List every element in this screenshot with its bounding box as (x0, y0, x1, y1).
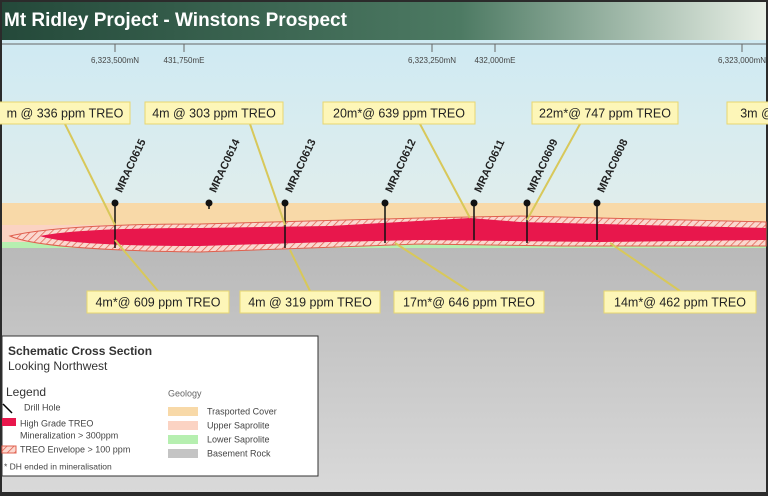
callout-label: 4m @ 319 ppm TREO (248, 295, 372, 309)
geology-label: Basement Rock (207, 448, 271, 458)
callout-label: m @ 336 ppm TREO (7, 106, 124, 120)
collar (281, 199, 289, 207)
coord-label: 6,323,250mN (408, 56, 456, 65)
coord-label: 432,000mE (475, 56, 516, 65)
coord-label: 6,323,000mN (718, 56, 766, 65)
callout-box (322, 101, 476, 125)
leader-line (609, 242, 681, 292)
legend-item: Mineralization > 300ppm (20, 430, 118, 440)
geology-label: Trasported Cover (207, 406, 277, 416)
legend-heading: Legend (6, 385, 46, 399)
callout-label: 17m*@ 646 ppm TREO (403, 295, 535, 309)
collar (111, 199, 119, 207)
callout-box (603, 290, 757, 314)
geology-swatch (168, 435, 198, 444)
geology-swatch (168, 407, 198, 416)
high-grade-swatch (2, 418, 16, 426)
legend-box (1, 335, 319, 477)
callout-box (726, 101, 768, 125)
collar (470, 199, 478, 207)
callout-label: 4m*@ 609 ppm TREO (95, 295, 220, 309)
legend-item: High Grade TREO (20, 418, 93, 428)
legend-item: Drill Hole (24, 402, 61, 412)
leader-line (114, 239, 159, 292)
high-grade-zone (40, 218, 766, 246)
collar (205, 199, 213, 207)
callout-label: 14m*@ 462 ppm TREO (614, 295, 746, 309)
coord-label: 431,750mE (164, 56, 205, 65)
callout-label: 20m*@ 639 ppm TREO (333, 106, 465, 120)
leader-line (64, 123, 116, 226)
geology-swatch (168, 449, 198, 458)
legend-note: * DH ended in mineralisation (4, 461, 112, 471)
envelope-swatch (1, 445, 17, 454)
leader-line (394, 242, 470, 292)
drill-hole-icon (2, 403, 13, 414)
callout-box (144, 101, 284, 125)
callout-box (393, 290, 545, 314)
leader-line (249, 123, 286, 226)
callout-box (531, 101, 679, 125)
callout-box (86, 290, 230, 314)
callout-box (0, 101, 131, 125)
geology-swatch (168, 421, 198, 430)
geology-label: Lower Saprolite (207, 434, 270, 444)
leader-line (419, 123, 471, 219)
geology-label: Upper Saprolite (207, 420, 270, 430)
coord-label: 6,323,500mN (91, 56, 139, 65)
collar (381, 199, 389, 207)
legend-item: TREO Envelope > 100 ppm (20, 444, 130, 454)
collar (593, 199, 601, 207)
legend-subtitle: Looking Northwest (8, 359, 108, 373)
callout-label: 3m @ (740, 106, 768, 120)
title-bar (2, 2, 766, 40)
callout-box (239, 290, 381, 314)
leader-line (526, 123, 581, 221)
callout-label: 22m*@ 747 ppm TREO (539, 106, 671, 120)
title: Mt Ridley Project - Winstons Prospect (4, 10, 348, 31)
leader-line (289, 249, 311, 292)
callout-label: 4m @ 303 ppm TREO (152, 106, 276, 120)
collar (523, 199, 531, 207)
legend-title: Schematic Cross Section (8, 344, 152, 358)
geology-heading: Geology (168, 388, 202, 398)
